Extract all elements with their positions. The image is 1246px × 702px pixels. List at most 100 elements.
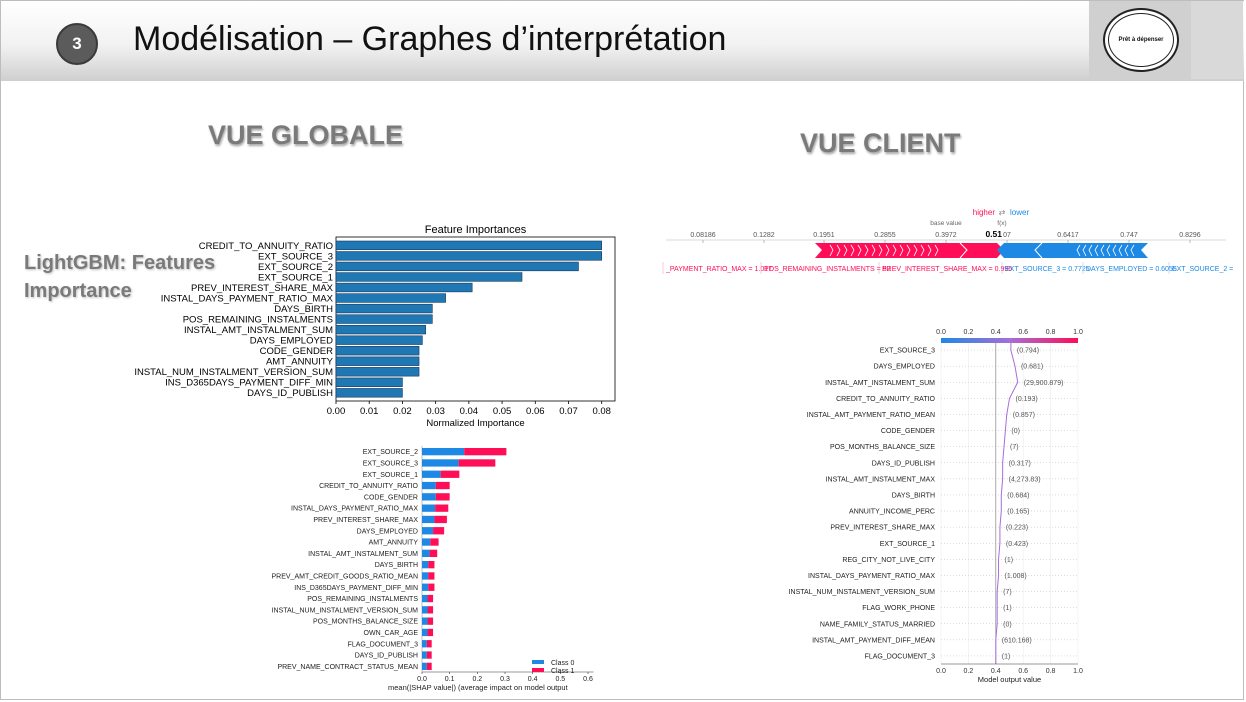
- force-tick-label: 0.1282: [753, 232, 775, 239]
- force-red-chevron: [857, 244, 862, 257]
- shap-bar-class0: [422, 594, 428, 603]
- fi-tick-label: INSTAL_DAYS_PAYMENT_RATIO_MAX: [161, 293, 334, 304]
- shap-xtick-label: 0.2: [472, 676, 482, 683]
- decision-feature-value: (1): [1003, 605, 1012, 612]
- shap-bar-class1: [428, 561, 435, 569]
- shap-tick-label: PREV_NAME_CONTRACT_STATUS_MEAN: [277, 664, 418, 671]
- logo-icon: Prêt à dépenser: [1103, 8, 1179, 72]
- force-blue-chevron: [1118, 244, 1123, 257]
- shap-bar-class0: [422, 459, 459, 467]
- shap-bar-class0: [422, 572, 429, 580]
- decision-feature-label: EXT_SOURCE_3: [880, 348, 935, 355]
- legend-swatch-class1: [532, 668, 544, 672]
- shap-bar-class1: [435, 493, 450, 501]
- shap-tick-label: INSTAL_DAYS_PAYMENT_RATIO_MAX: [291, 506, 418, 513]
- decision-feature-value: (1): [1005, 557, 1014, 564]
- fi-xtick-label: 0.03: [426, 406, 445, 417]
- slide-header: [1, 1, 1244, 81]
- force-legend-lower: lower: [1010, 208, 1029, 217]
- fi-xtick-label: 0.08: [592, 406, 611, 417]
- force-red-chevron: [864, 244, 869, 257]
- force-tick-label: 0.1951: [813, 232, 835, 239]
- decision-feature-value: (0.857): [1013, 412, 1035, 419]
- fi-bar: [335, 303, 433, 314]
- fi-title: Feature Importances: [425, 224, 527, 236]
- decision-feature-value: (0.423): [1006, 541, 1028, 548]
- slide-number-badge: 3: [56, 23, 98, 65]
- decision-xlabel: Model output value: [978, 675, 1041, 684]
- fi-bar: [335, 272, 523, 282]
- logo-text: Prêt à dépenser: [1108, 13, 1174, 67]
- shap-tick-label: DAYS_EMPLOYED: [357, 528, 418, 535]
- force-blue-feature: EXT_SOURCE_3 = 0.7725: [1005, 266, 1090, 273]
- shap-tick-label: INSTAL_AMT_INSTALMENT_SUM: [308, 551, 418, 558]
- decision-feature-value: (0.681): [1021, 364, 1043, 371]
- shap-bar-class1: [440, 470, 460, 478]
- force-tick-label: 07: [1003, 232, 1011, 239]
- force-blue-chevron: [1124, 244, 1129, 257]
- fi-bar: [335, 356, 420, 366]
- shap-bar-class0: [422, 481, 436, 490]
- decision-feature-label: INSTAL_AMT_INSTALMENT_MAX: [826, 476, 936, 483]
- decision-feature-label: CODE_GENDER: [881, 428, 935, 435]
- force-blue-chevron: [1094, 244, 1099, 257]
- force-blue-band: [997, 243, 1148, 258]
- decision-bottom-tick-label: 0.0: [936, 668, 946, 675]
- fi-bar: [335, 388, 403, 398]
- shap-bar-class1: [427, 594, 434, 603]
- decision-feature-label: EXT_SOURCE_1: [880, 541, 935, 548]
- fi-bar: [335, 324, 426, 335]
- shap-tick-label: PREV_AMT_CREDIT_GOODS_RATIO_MEAN: [271, 573, 418, 580]
- decision-feature-label: ANNUITY_INCOME_PERC: [849, 509, 935, 516]
- force-tick-label: 0.3972: [935, 232, 957, 239]
- shap-bar-class1: [435, 481, 450, 490]
- shap-bar-class1: [427, 606, 434, 614]
- force-tick-label: 0.08186: [690, 232, 715, 239]
- shap-bar-class1: [464, 448, 507, 456]
- force-tick-label: 0.8296: [1179, 232, 1201, 239]
- legend-swatch-class0: [532, 660, 544, 664]
- fi-xtick-label: 0.05: [493, 406, 512, 417]
- vue-client-heading: VUE CLIENT: [800, 128, 961, 158]
- fi-xtick-label: 0.00: [327, 406, 346, 417]
- decision-feature-value: (0): [1003, 621, 1012, 628]
- shap-tick-label: CREDIT_TO_ANNUITY_RATIO: [319, 483, 418, 490]
- decision-feature-value: (0): [1011, 428, 1020, 435]
- force-blue-chevron: [1088, 244, 1093, 257]
- fi-bar: [335, 261, 579, 272]
- force-base-value-label: base value: [930, 220, 962, 227]
- force-output-value: 0.51: [985, 229, 1002, 239]
- decision-bottom-tick-label: 0.6: [1018, 668, 1028, 675]
- legend-label-class1: Class 1: [551, 668, 574, 675]
- fi-tick-label: EXT_SOURCE_1: [258, 272, 333, 283]
- shap-tick-label: FLAG_DOCUMENT_3: [348, 641, 419, 648]
- decision-top-tick-label: 1.0: [1073, 329, 1083, 336]
- shap-tick-label: EXT_SOURCE_1: [363, 472, 418, 479]
- shap-bar-class0: [422, 583, 429, 591]
- shap-bar-class1: [433, 527, 445, 535]
- shap-tick-label: AMT_ANNUITY: [369, 540, 419, 547]
- fi-tick-label: CODE_GENDER: [260, 346, 334, 357]
- shap-tick-label: EXT_SOURCE_3: [363, 460, 418, 467]
- decision-feature-value: (0.165): [1007, 509, 1029, 516]
- shap-tick-label: INSTAL_NUM_INSTALMENT_VERSION_SUM: [272, 607, 419, 614]
- fi-xtick-label: 0.02: [393, 406, 412, 417]
- slide-title: Modélisation – Graphes d’interprétation: [133, 20, 727, 58]
- fi-tick-label: EXT_SOURCE_3: [258, 251, 333, 262]
- fi-tick-label: DAYS_BIRTH: [274, 304, 333, 315]
- force-red-chevron: [927, 244, 932, 257]
- decision-feature-value: (7): [1003, 589, 1012, 596]
- shap-tick-label: OWN_CAR_AGE: [364, 630, 419, 637]
- decision-bottom-tick-label: 0.8: [1046, 668, 1056, 675]
- decision-feature-label: DAYS_EMPLOYED: [874, 364, 935, 371]
- fi-bar: [335, 240, 603, 251]
- decision-feature-label: INSTAL_DAYS_PAYMENT_RATIO_MAX: [808, 573, 935, 580]
- shap-bar-class0: [422, 606, 428, 614]
- shap-bar-class1: [426, 640, 432, 648]
- fi-tick-label: DAYS_EMPLOYED: [250, 336, 333, 347]
- decision-top-tick-label: 0.4: [991, 329, 1001, 336]
- shap-bar-class1: [427, 628, 434, 637]
- shap-bar-class0: [422, 549, 430, 557]
